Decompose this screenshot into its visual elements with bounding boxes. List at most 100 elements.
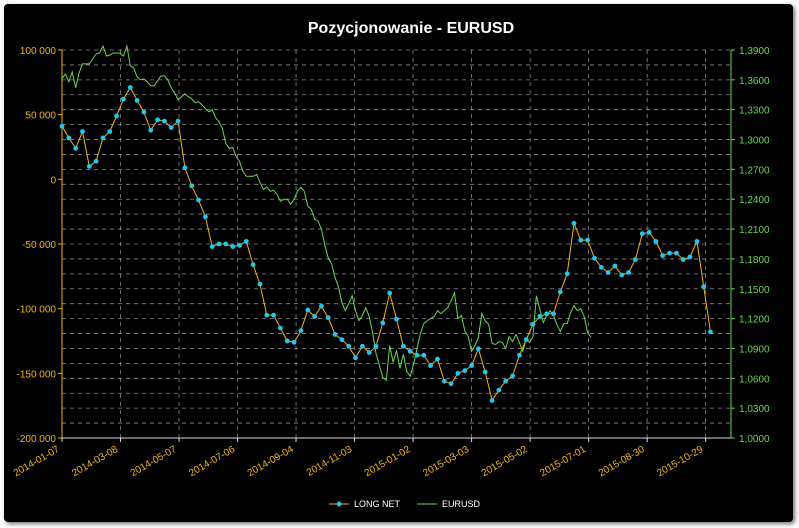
y-left-tick-label: 100 000 — [20, 46, 57, 57]
long-net-point — [680, 257, 686, 262]
long-net-point — [148, 127, 154, 133]
long-net-point — [127, 85, 133, 90]
x-tick-label: 2014-07-06 — [187, 444, 237, 479]
y-left-tick-label: -150 000 — [17, 369, 57, 380]
long-net-point — [264, 312, 270, 318]
long-net-point — [196, 197, 201, 203]
x-tick-label: 2014-11-03 — [305, 444, 355, 479]
x-tick-label: 2015-01-02 — [363, 444, 413, 479]
chart-frame: Pozycjonowanie - EURUSD 100 000 50 000 0 -5… — [4, 4, 793, 522]
y-right-tick-label: 1,0000 — [739, 434, 770, 445]
long-net-point — [134, 98, 140, 103]
long-net-point — [428, 363, 433, 368]
long-net-point — [86, 164, 92, 169]
long-net-point — [271, 312, 276, 318]
long-net-point — [73, 145, 79, 151]
y-left-tick-label: -100 000 — [17, 305, 57, 316]
y-left-tick-label: 50 000 — [25, 111, 56, 122]
long-net-point — [339, 337, 345, 343]
chart: Pozycjonowanie - EURUSD 100 000 50 000 0 -5… — [12, 20, 770, 509]
long-net-point — [633, 257, 638, 262]
long-net-point — [216, 241, 222, 247]
long-net-point — [312, 314, 317, 319]
long-net-point — [496, 387, 502, 393]
legend-long-net-marker — [336, 501, 342, 507]
y-right-tick-label: 1,0900 — [739, 344, 770, 355]
y-right-tick-label: 1,3000 — [739, 136, 770, 147]
long-net-point — [571, 220, 577, 226]
long-net-point — [284, 338, 290, 344]
long-net-point — [162, 118, 167, 124]
long-net-point — [462, 368, 468, 374]
y-left-tick-label: 0 — [50, 175, 56, 186]
y-right-tick-label: 1,1500 — [739, 285, 770, 296]
long-net-point — [701, 284, 707, 290]
x-axis-ticks: 2014-01-07 2014-03-08 2014-05-07 2014-07-06… — [12, 438, 707, 479]
long-net-point — [435, 356, 440, 362]
y-axis-left-ticks: 100 000 50 000 0 -50 000 -100 000 -150 000 -20… — [17, 46, 62, 445]
long-net-point — [517, 352, 522, 358]
chart-title: Pozycjonowanie - EURUSD — [308, 20, 514, 37]
long-net-point — [660, 253, 666, 258]
long-net-point — [175, 118, 181, 124]
legend: LONG NET EURUSD — [329, 499, 481, 509]
long-net-point — [414, 352, 420, 358]
long-net-point — [257, 281, 263, 287]
legend-eurusd-label: EURUSD — [442, 499, 481, 509]
y-right-tick-label: 1,3600 — [739, 76, 770, 87]
y-right-tick-label: 1,3300 — [739, 106, 770, 117]
eurusd-line — [61, 44, 592, 382]
long-net-point — [243, 239, 249, 244]
long-net-point — [250, 262, 256, 268]
y-right-tick-label: 1,2400 — [739, 195, 770, 206]
long-net-point — [325, 315, 331, 321]
long-net-point — [578, 237, 584, 243]
long-net-point — [380, 320, 386, 326]
long-net-point — [421, 352, 427, 358]
y-right-tick-label: 1,1200 — [739, 315, 770, 326]
long-net-point — [469, 363, 474, 368]
long-net-point — [278, 325, 283, 331]
long-net-point — [407, 348, 413, 354]
long-net-point — [366, 350, 372, 355]
y-right-tick-label: 1,3900 — [739, 46, 770, 57]
long-net-point — [332, 332, 338, 337]
long-net-point — [557, 289, 563, 295]
x-tick-label: 2015-08-30 — [597, 444, 647, 479]
long-net-point — [203, 214, 208, 220]
long-net-point — [291, 339, 297, 345]
long-net-point — [653, 239, 659, 244]
long-net-point — [619, 272, 625, 278]
y-axis-right-ticks: 1,3900 1,3600 1,3300 1,3000 1,2700 1,2400 1,21… — [731, 46, 770, 445]
long-net-point — [360, 343, 365, 349]
long-net-point — [612, 263, 618, 269]
x-tick-label: 2015-03-03 — [421, 444, 471, 479]
y-right-tick-label: 1,0600 — [739, 374, 770, 385]
long-net-point — [448, 381, 454, 387]
long-net-point — [598, 264, 604, 270]
y-right-tick-label: 1,2100 — [739, 225, 770, 236]
long-net-point — [544, 311, 550, 317]
long-net-point — [59, 123, 65, 129]
long-net-point — [537, 314, 543, 319]
long-net-point — [510, 373, 515, 379]
long-net-point — [387, 290, 393, 296]
long-net-point — [441, 378, 447, 384]
y-right-tick-label: 1,1800 — [739, 255, 770, 266]
long-net-point — [394, 316, 399, 322]
long-net-point — [674, 250, 679, 256]
y-left-tick-label: -50 000 — [22, 240, 56, 251]
x-tick-label: 2015-05-02 — [480, 444, 530, 479]
y-right-tick-label: 1,2700 — [739, 165, 770, 176]
series-eurusd — [61, 44, 592, 382]
long-net-point — [373, 343, 379, 349]
long-net-point — [400, 343, 406, 349]
long-net-point — [646, 230, 652, 235]
long-net-point — [80, 129, 85, 134]
long-net-point — [305, 307, 311, 313]
long-net-point — [639, 231, 645, 237]
long-net-point — [585, 237, 590, 243]
long-net-point — [592, 255, 597, 261]
long-net-point — [489, 398, 495, 403]
long-net-point — [319, 303, 324, 309]
